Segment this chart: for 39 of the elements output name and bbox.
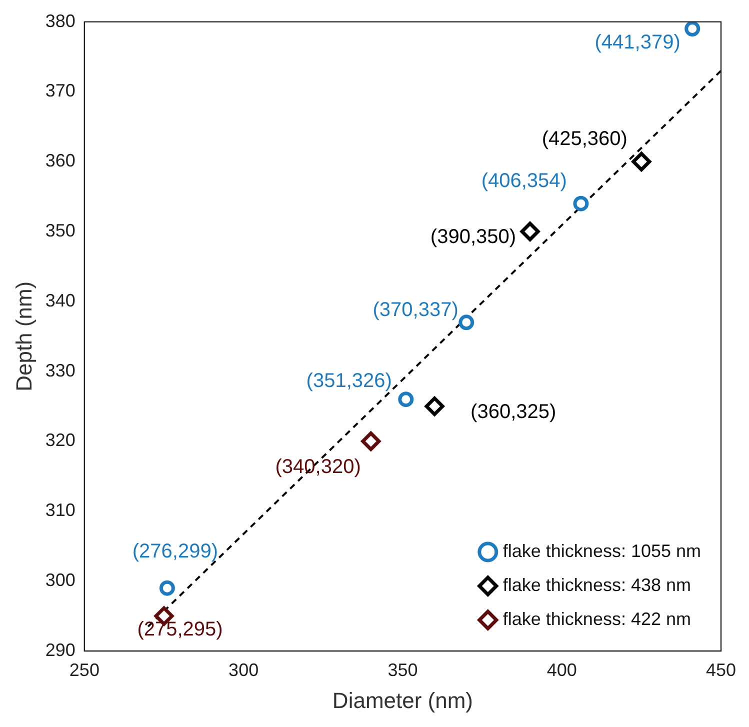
point bbox=[361, 432, 381, 452]
x-tick-label: 250 bbox=[69, 660, 100, 680]
legend-label: flake thickness: 1055 nm bbox=[502, 540, 702, 561]
point bbox=[458, 314, 474, 330]
x-axis-title: Diameter (nm) bbox=[332, 688, 474, 713]
point bbox=[573, 196, 589, 212]
annotation: (370,337) bbox=[372, 298, 458, 321]
x-tick-label: 450 bbox=[706, 660, 736, 680]
annotation: (275,295) bbox=[137, 618, 223, 641]
x-tick-label: 350 bbox=[388, 660, 418, 680]
annotation: (441,379) bbox=[594, 31, 680, 54]
y-tick-label: 290 bbox=[45, 640, 76, 660]
y-tick-label: 360 bbox=[45, 150, 76, 171]
annotation: (360,325) bbox=[470, 400, 556, 423]
y-tick-label: 300 bbox=[45, 570, 76, 590]
annotation: (351,326) bbox=[306, 370, 392, 392]
y-tick-label: 330 bbox=[45, 360, 76, 380]
annotation: (406,354) bbox=[481, 170, 567, 192]
point bbox=[632, 152, 652, 172]
y-tick-label: 340 bbox=[45, 290, 76, 310]
annotation: (425,360) bbox=[542, 128, 628, 150]
x-tick-label: 300 bbox=[228, 660, 259, 680]
x-tick-label: 400 bbox=[546, 660, 577, 680]
legend-label: flake thickness: 438 nm bbox=[502, 574, 692, 595]
y-tick-label: 370 bbox=[45, 80, 76, 101]
point bbox=[520, 222, 540, 242]
legend-label: flake thickness: 422 nm bbox=[502, 608, 692, 629]
y-tick-label: 350 bbox=[45, 220, 76, 240]
point bbox=[159, 580, 175, 596]
annotation: (340,320) bbox=[275, 456, 361, 478]
point bbox=[398, 392, 414, 408]
point bbox=[424, 396, 444, 416]
y-tick-label: 310 bbox=[45, 500, 76, 520]
y-tick-label: 320 bbox=[45, 430, 76, 450]
annotation: (390,350) bbox=[430, 226, 516, 248]
point bbox=[684, 22, 700, 37]
y-tick-label: 380 bbox=[45, 10, 76, 31]
annotation: (276,299) bbox=[132, 540, 218, 563]
y-axis-title: Depth (nm) bbox=[11, 281, 36, 392]
